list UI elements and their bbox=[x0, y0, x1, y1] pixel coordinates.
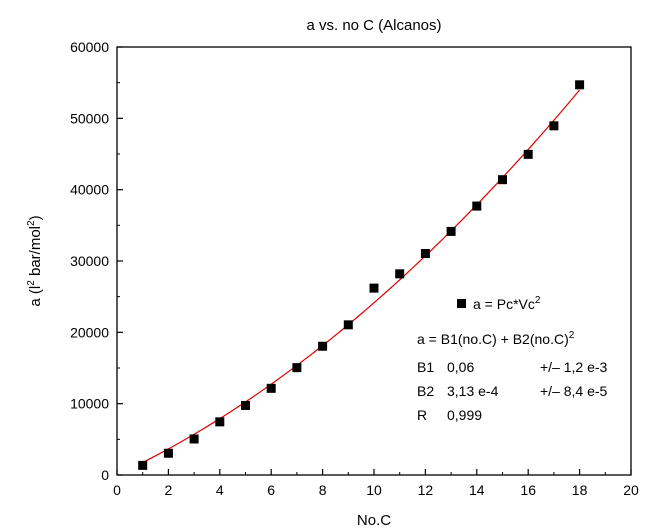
data-point-6 bbox=[266, 383, 276, 393]
x-tick-label: 20 bbox=[623, 482, 639, 498]
y-tick-label: 30000 bbox=[70, 253, 109, 269]
legend-label: a = Pc*Vc2 bbox=[473, 295, 541, 312]
x-tick-label: 0 bbox=[113, 482, 121, 498]
param-b2-label: B2 bbox=[417, 383, 434, 399]
param-b1-value: 0,06 bbox=[447, 359, 474, 375]
y-axis-ticks: 0 10000 20000 30000 40000 50000 60000 bbox=[70, 39, 123, 483]
data-point-2 bbox=[163, 448, 173, 458]
chart-title: a vs. no C (Alcanos) bbox=[306, 17, 441, 34]
x-tick-label: 2 bbox=[165, 482, 173, 498]
y-axis-title-suffix: ) bbox=[27, 215, 44, 220]
fit-curve bbox=[142, 89, 581, 464]
x-tick-label: 10 bbox=[366, 482, 382, 498]
data-point-1 bbox=[138, 460, 148, 470]
y-tick-label: 20000 bbox=[70, 324, 109, 340]
y-axis-title: a (l2 bar/mol2) bbox=[26, 215, 44, 306]
x-tick-label: 14 bbox=[469, 482, 485, 498]
y-tick-label: 10000 bbox=[70, 396, 109, 412]
fit-equation-sup: 2 bbox=[569, 330, 575, 341]
data-point-16 bbox=[523, 149, 533, 159]
param-b2-value: 3,13 e-4 bbox=[447, 383, 499, 399]
param-b1-label: B1 bbox=[417, 359, 434, 375]
legend: a = Pc*Vc2 bbox=[457, 295, 541, 312]
param-r-label: R bbox=[417, 407, 427, 423]
data-point-3 bbox=[189, 434, 199, 444]
data-points bbox=[138, 80, 585, 470]
param-b2-error: +/– 8,4 e-5 bbox=[540, 383, 608, 399]
y-tick-label: 0 bbox=[101, 467, 109, 483]
data-point-18 bbox=[575, 80, 585, 90]
x-tick-label: 4 bbox=[216, 482, 224, 498]
data-point-7 bbox=[292, 363, 302, 373]
fit-annotation: a = B1(no.C) + B2(no.C)2 B1 0,06 +/– 1,2… bbox=[417, 330, 608, 423]
y-tick-label: 50000 bbox=[70, 110, 109, 126]
y-axis-title-mid: bar/mol bbox=[27, 226, 44, 280]
fit-equation: a = B1(no.C) + B2(no.C)2 bbox=[417, 330, 575, 347]
y-axis-title-sup1: 2 bbox=[26, 280, 37, 286]
x-tick-label: 16 bbox=[520, 482, 536, 498]
x-tick-label: 12 bbox=[418, 482, 434, 498]
legend-marker bbox=[457, 299, 466, 308]
data-point-11 bbox=[395, 269, 405, 279]
fit-equation-text: a = B1(no.C) + B2(no.C) bbox=[417, 331, 569, 347]
y-tick-label: 60000 bbox=[70, 39, 109, 55]
legend-label-text: a = Pc*Vc bbox=[473, 296, 535, 312]
data-point-13 bbox=[446, 226, 456, 236]
data-point-12 bbox=[420, 249, 430, 259]
y-axis-title-prefix: a (l bbox=[27, 286, 44, 307]
x-tick-label: 8 bbox=[319, 482, 327, 498]
data-point-10 bbox=[369, 283, 379, 293]
legend-label-sup: 2 bbox=[535, 295, 541, 306]
param-r-value: 0,999 bbox=[447, 407, 482, 423]
x-axis-ticks: 0 2 4 6 8 10 12 14 16 18 20 bbox=[113, 469, 639, 498]
plot-frame bbox=[116, 46, 632, 476]
y-tick-label: 40000 bbox=[70, 182, 109, 198]
data-point-5 bbox=[241, 400, 250, 410]
x-tick-label: 6 bbox=[267, 482, 275, 498]
x-tick-label: 18 bbox=[572, 482, 588, 498]
param-b1-error: +/– 1,2 e-3 bbox=[540, 359, 608, 375]
data-point-14 bbox=[472, 201, 482, 211]
x-axis-title: No.C bbox=[357, 512, 391, 529]
data-point-8 bbox=[318, 341, 328, 351]
data-point-4 bbox=[215, 417, 225, 427]
data-point-17 bbox=[549, 121, 559, 131]
data-point-15 bbox=[498, 175, 507, 185]
y-axis-title-sup2: 2 bbox=[26, 220, 37, 226]
data-point-9 bbox=[343, 320, 353, 330]
